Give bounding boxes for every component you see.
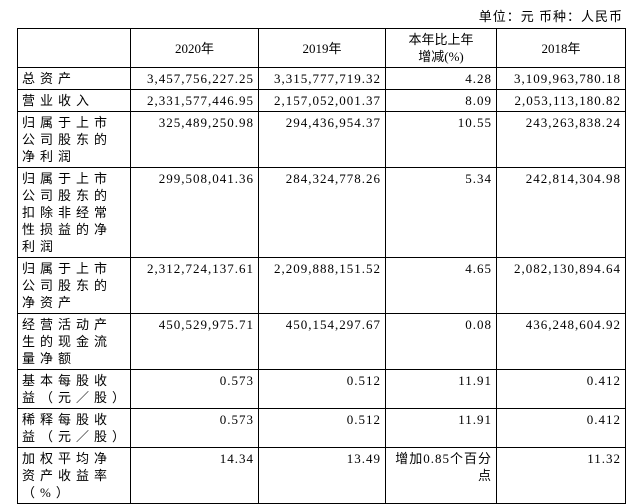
value-cell: 0.08: [385, 313, 497, 370]
table-row: 基本每股收益（元／股） 0.573 0.512 11.91 0.412: [17, 369, 626, 409]
page: {"unit_note": "单位：元 币种：人民币", "table": { …: [17, 9, 626, 504]
row-label: 稀释每股收益（元／股）: [17, 408, 131, 448]
financial-table: 2020年 2019年 本年比上年增减(%) 2018年 总资产 3,457,756,2…: [17, 28, 626, 504]
value-cell: 436,248,604.92: [496, 313, 626, 370]
value-cell: 13.49: [258, 447, 386, 504]
table-row: 归属于上市公司股东的净利润 325,489,250.98 294,436,954.3…: [17, 111, 626, 168]
header-text: 2020年: [174, 40, 214, 56]
value-cell: 242,814,304.98: [496, 167, 626, 258]
value-cell: 2,209,888,151.52: [258, 257, 386, 314]
value-cell: 4.65: [385, 257, 497, 314]
value-cell: 10.55: [385, 111, 497, 168]
value-cell: 0.573: [130, 408, 259, 448]
table-row: 归属于上市公司股东的扣除非经常性损益的净利润 299,508,041.36 284,…: [17, 167, 626, 258]
value-cell: 243,263,838.24: [496, 111, 626, 168]
table-body: 总资产 3,457,756,227.25 3,315,777,719.32 4.28 3…: [17, 67, 626, 504]
value-cell: 2,331,577,446.95: [130, 89, 259, 112]
table-row: 经营活动产生的现金流量净额 450,529,975.71 450,154,297.6…: [17, 313, 626, 370]
value-cell: 11.91: [385, 369, 497, 409]
value-cell: 11.32: [496, 447, 626, 504]
header-cell: 本年比上年增减(%): [385, 28, 497, 68]
row-label: 总资产: [17, 67, 131, 90]
row-label: 归属于上市公司股东的净利润: [17, 111, 131, 168]
header-text: 2018年: [541, 40, 581, 56]
value-cell: 3,315,777,719.32: [258, 67, 386, 90]
value-cell: 3,109,963,780.18: [496, 67, 626, 90]
value-cell: 0.573: [130, 369, 259, 409]
value-cell: 4.28: [385, 67, 497, 90]
value-cell: 325,489,250.98: [130, 111, 259, 168]
header-text: 本年比上年增减(%): [408, 32, 474, 64]
table-row: 加权平均净资产收益率（%） 14.34 13.49 增加0.85个百分点 11.32: [17, 447, 626, 504]
value-cell: 0.412: [496, 369, 626, 409]
value-cell: 2,082,130,894.64: [496, 257, 626, 314]
header-cell: 2020年: [130, 28, 259, 68]
table-row: 稀释每股收益（元／股） 0.573 0.512 11.91 0.412: [17, 408, 626, 448]
value-cell: 2,053,113,180.82: [496, 89, 626, 112]
header-cell: 2019年: [258, 28, 386, 68]
row-label: 加权平均净资产收益率（%）: [17, 447, 131, 504]
row-label: 归属于上市公司股东的扣除非经常性损益的净利润: [17, 167, 131, 258]
value-cell: 299,508,041.36: [130, 167, 259, 258]
header-row: 2020年 2019年 本年比上年增减(%) 2018年: [17, 28, 626, 68]
value-cell: 5.34: [385, 167, 497, 258]
row-label: 基本每股收益（元／股）: [17, 369, 131, 409]
row-label: 营业收入: [17, 89, 131, 112]
value-cell: 0.412: [496, 408, 626, 448]
value-cell: 0.512: [258, 369, 386, 409]
table-row: 总资产 3,457,756,227.25 3,315,777,719.32 4.28 3…: [17, 67, 626, 90]
unit-note: 单位：元 币种：人民币: [478, 9, 623, 24]
value-cell: 294,436,954.37: [258, 111, 386, 168]
header-cell: 2018年: [496, 28, 626, 68]
value-cell: 3,457,756,227.25: [130, 67, 259, 90]
value-cell: 8.09: [385, 89, 497, 112]
value-cell: 284,324,778.26: [258, 167, 386, 258]
value-cell: 0.512: [258, 408, 386, 448]
value-cell: 450,529,975.71: [130, 313, 259, 370]
value-cell: 2,312,724,137.61: [130, 257, 259, 314]
header-text: 2019年: [302, 40, 342, 56]
value-cell: 增加0.85个百分点: [385, 447, 497, 504]
table-row: 营业收入 2,331,577,446.95 2,157,052,001.37 8.09…: [17, 89, 626, 112]
table-row: 归属于上市公司股东的净资产 2,312,724,137.61 2,209,888,1…: [17, 257, 626, 314]
value-cell: 450,154,297.67: [258, 313, 386, 370]
value-cell: 11.91: [385, 408, 497, 448]
value-cell: 2,157,052,001.37: [258, 89, 386, 112]
value-cell: 14.34: [130, 447, 259, 504]
header-cell: [17, 28, 131, 68]
row-label: 归属于上市公司股东的净资产: [17, 257, 131, 314]
row-label: 经营活动产生的现金流量净额: [17, 313, 131, 370]
